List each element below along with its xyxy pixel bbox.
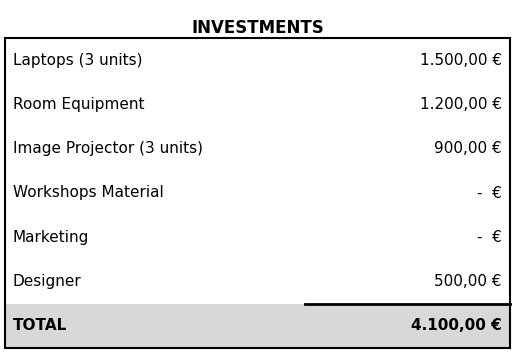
Bar [5,38,510,348]
Text: 900,00 €: 900,00 € [434,141,502,156]
Text: Image Projector (3 units): Image Projector (3 units) [13,141,203,156]
Bar [5,82,510,127]
Bar [5,304,510,348]
Text: 500,00 €: 500,00 € [435,274,502,289]
Text: Marketing: Marketing [13,230,90,245]
Text: Room Equipment: Room Equipment [13,97,145,112]
Text: INVESTMENTS: INVESTMENTS [191,19,324,37]
Bar [5,127,510,171]
Text: Workshops Material: Workshops Material [13,186,164,201]
Text: -  €: - € [477,230,502,245]
Text: 1.500,00 €: 1.500,00 € [420,53,502,68]
Text: TOTAL: TOTAL [13,318,67,333]
Text: 1.200,00 €: 1.200,00 € [420,97,502,112]
Text: Laptops (3 units): Laptops (3 units) [13,53,143,68]
Bar [5,171,510,215]
Bar [5,259,510,304]
Bar [5,215,510,259]
Bar [5,38,510,82]
Text: -  €: - € [477,186,502,201]
Text: Designer: Designer [13,274,82,289]
Text: 4.100,00 €: 4.100,00 € [411,318,502,333]
